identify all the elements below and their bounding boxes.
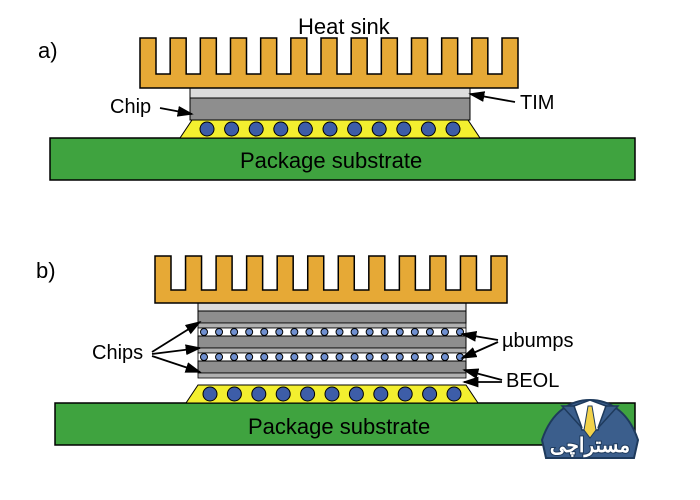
panel-b-label: b) [36,258,56,284]
label-beol: BEOL [506,370,559,393]
panel-a-label: a) [38,38,58,64]
label-tim: TIM [520,92,554,115]
svg-text:مستراچی: مستراچی [550,435,630,458]
label-package-substrate-b: Package substrate [248,414,430,440]
label-package-substrate-a: Package substrate [240,148,422,174]
label-heat-sink: Heat sink [298,14,390,40]
label-chips: Chips [92,342,143,365]
label-ubumps: µbumps [502,330,574,353]
label-chip: Chip [110,96,151,119]
